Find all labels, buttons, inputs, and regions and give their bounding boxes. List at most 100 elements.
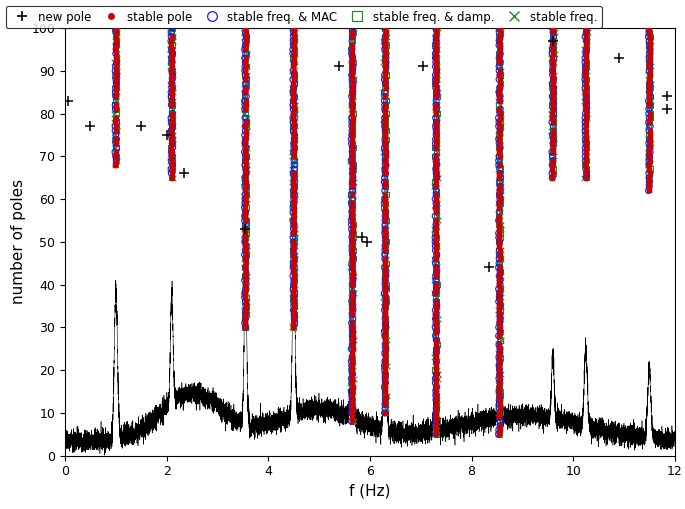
- Point: [240, 75, 251, 83]
- Point: [495, 268, 506, 276]
- Point: [580, 84, 590, 92]
- Point: [580, 71, 591, 79]
- Point: [288, 144, 299, 152]
- Point: [431, 426, 442, 434]
- Point: [240, 33, 251, 41]
- Point: [493, 246, 504, 254]
- Point: [430, 225, 441, 233]
- Point: [347, 349, 358, 357]
- Point: [644, 105, 655, 114]
- Point: [379, 349, 390, 357]
- Point: [380, 97, 391, 105]
- Point: [347, 293, 358, 301]
- Point: [494, 353, 505, 361]
- Point: [110, 45, 121, 53]
- Point: [379, 79, 390, 88]
- Point: [288, 178, 299, 186]
- Point: [288, 122, 299, 130]
- Point: [288, 148, 299, 156]
- Point: [495, 186, 506, 194]
- Point: [347, 353, 358, 361]
- Point: [548, 139, 559, 148]
- Point: [289, 319, 300, 327]
- Point: [495, 413, 506, 421]
- Point: [645, 45, 656, 53]
- Point: [430, 161, 441, 169]
- Point: [379, 156, 390, 164]
- Point: [431, 306, 442, 314]
- Point: [430, 396, 441, 404]
- Point: [495, 97, 506, 105]
- Point: [110, 88, 121, 96]
- Point: [429, 41, 440, 49]
- Point: [287, 79, 298, 88]
- Point: [240, 216, 251, 224]
- Point: [288, 109, 299, 118]
- Point: [347, 54, 358, 62]
- Point: [549, 114, 560, 122]
- Point: [347, 319, 358, 327]
- Point: [240, 306, 251, 314]
- Point: [166, 28, 177, 36]
- Point: [379, 88, 390, 96]
- Point: [432, 327, 443, 335]
- Point: [581, 75, 592, 83]
- Point: [580, 122, 590, 130]
- Point: [347, 268, 358, 276]
- Point: [164, 156, 175, 164]
- Point: [111, 75, 122, 83]
- Point: [431, 289, 442, 297]
- Point: [379, 375, 390, 383]
- Point: [346, 49, 357, 58]
- Point: [347, 148, 358, 156]
- Point: [166, 63, 177, 71]
- Point: [110, 101, 121, 109]
- Point: [379, 362, 390, 370]
- Point: [347, 109, 358, 118]
- Point: [379, 118, 390, 126]
- Point: [432, 105, 443, 114]
- Point: [581, 135, 592, 143]
- Point: [112, 37, 123, 45]
- Point: [346, 178, 357, 186]
- Point: [429, 127, 440, 135]
- Point: [379, 315, 390, 323]
- Point: [547, 144, 558, 152]
- Point: [347, 178, 358, 186]
- Point: [495, 92, 506, 100]
- Point: [381, 216, 392, 224]
- Point: [240, 63, 251, 71]
- Point: [347, 33, 358, 41]
- Point: [347, 165, 358, 173]
- Point: [347, 302, 358, 310]
- Point: [288, 174, 299, 182]
- Point: [547, 67, 558, 75]
- Point: [379, 341, 390, 349]
- Point: [166, 109, 177, 118]
- Point: [495, 387, 506, 395]
- Point: [288, 182, 299, 190]
- Point: [347, 396, 358, 404]
- Point: [546, 169, 557, 178]
- Point: [380, 391, 391, 400]
- Point: [580, 45, 591, 53]
- Point: [346, 199, 357, 207]
- Point: [379, 161, 390, 169]
- Point: [493, 332, 504, 340]
- Point: [495, 24, 506, 32]
- Point: [645, 49, 656, 58]
- Point: [288, 289, 299, 297]
- Point: [347, 229, 358, 237]
- Point: [495, 75, 506, 83]
- Point: [546, 63, 557, 71]
- Point: [380, 101, 391, 109]
- Point: [167, 165, 178, 173]
- Point: [547, 139, 558, 148]
- Point: [240, 45, 251, 53]
- Point: [381, 259, 392, 267]
- Point: [380, 238, 391, 246]
- Point: [240, 298, 251, 306]
- Point: [495, 327, 506, 335]
- Point: [495, 306, 506, 314]
- Point: [429, 229, 440, 237]
